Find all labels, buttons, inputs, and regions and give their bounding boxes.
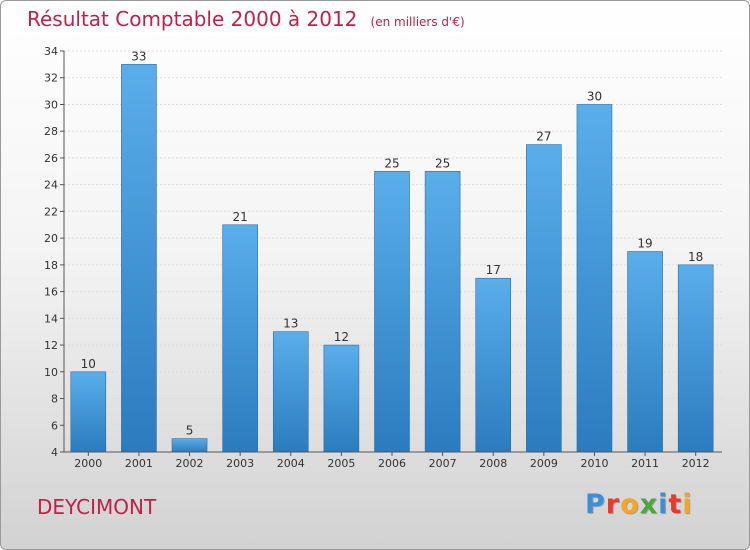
data-label-2003: 21 — [233, 210, 248, 224]
bar-2012 — [677, 264, 714, 453]
logo-letter: i — [682, 489, 693, 520]
logo-letter: i — [658, 489, 669, 520]
x-tick-label: 2012 — [682, 457, 710, 470]
bar-2009 — [526, 144, 562, 453]
x-tick-label: 2006 — [378, 457, 406, 470]
y-tick-label: 28 — [44, 125, 58, 138]
data-label-2009: 27 — [536, 130, 551, 144]
y-tick-label: 16 — [44, 286, 58, 299]
y-tick-label: 32 — [44, 72, 58, 85]
y-tick-label: 6 — [51, 419, 58, 432]
data-label-2008: 17 — [486, 263, 501, 277]
data-label-2002: 5 — [186, 424, 194, 438]
logo-letter: r — [605, 489, 621, 520]
axes: 4 6 8 10 12 14 16 18 20 22 24 26 28 30 32 34 2000 2001 200… — [44, 45, 722, 470]
logo-letter: o — [620, 489, 640, 520]
y-tick-label: 22 — [44, 205, 58, 218]
x-tick-label: 2007 — [429, 457, 457, 470]
y-tick-label: 24 — [44, 179, 58, 192]
bar-2006 — [374, 171, 410, 453]
bar-2008 — [475, 277, 512, 453]
data-label-2006: 25 — [384, 156, 399, 170]
x-tick-label: 2001 — [125, 457, 153, 470]
data-label-2005: 12 — [334, 330, 349, 344]
x-tick-label: 2011 — [631, 457, 659, 470]
x-tick-label: 2005 — [327, 457, 355, 470]
bar-2003 — [222, 224, 258, 453]
x-tick-label: 2008 — [479, 457, 507, 470]
y-tick-label: 12 — [44, 339, 58, 352]
y-tick-label: 30 — [44, 98, 58, 111]
data-label-2010: 30 — [587, 89, 602, 103]
bar-2004 — [272, 331, 309, 453]
x-tick-label: 2000 — [74, 457, 102, 470]
chart-title: Résultat Comptable 2000 à 2012 (en milli… — [27, 7, 465, 31]
y-tick-label: 10 — [44, 366, 58, 379]
bar-2002 — [171, 438, 208, 453]
x-tick-label: 2004 — [277, 457, 305, 470]
data-label-2007: 25 — [435, 156, 450, 170]
y-tick-label: 8 — [51, 393, 58, 406]
bar-2007 — [424, 171, 461, 453]
bar-2000 — [70, 371, 107, 453]
x-tick-label: 2003 — [226, 457, 254, 470]
data-label-2004: 13 — [283, 317, 298, 331]
chart-subtitle: (en milliers d'€) — [370, 15, 465, 29]
commune-name: DEYCIMONT — [37, 495, 157, 519]
logo-letter: x — [639, 489, 659, 520]
bar-2010 — [576, 104, 613, 453]
x-tick-label: 2010 — [580, 457, 608, 470]
data-label-2011: 19 — [637, 237, 652, 251]
y-tick-label: 26 — [44, 152, 58, 165]
y-tick-label: 18 — [44, 259, 58, 272]
bar-2001 — [121, 64, 157, 453]
data-label-2000: 10 — [81, 357, 96, 371]
bars: 10 33 5 21 13 12 25 25 17 27 30 19 18 — [70, 49, 714, 453]
logo-letter: t — [668, 489, 683, 520]
data-label-2012: 18 — [688, 250, 703, 264]
x-tick-label: 2002 — [176, 457, 204, 470]
data-label-2001: 33 — [131, 49, 146, 63]
y-tick-label: 20 — [44, 232, 58, 245]
y-tick-label: 14 — [44, 312, 58, 325]
chart-title-main: Résultat Comptable 2000 à 2012 — [27, 7, 358, 31]
x-tick-label: 2009 — [530, 457, 558, 470]
proxiti-logo[interactable]: Proxiti — [585, 489, 693, 520]
y-tick-label: 4 — [51, 446, 58, 459]
y-tick-label: 34 — [44, 45, 58, 58]
logo-letter: P — [585, 489, 606, 520]
bar-2011 — [627, 251, 663, 453]
bar-2005 — [323, 344, 360, 453]
